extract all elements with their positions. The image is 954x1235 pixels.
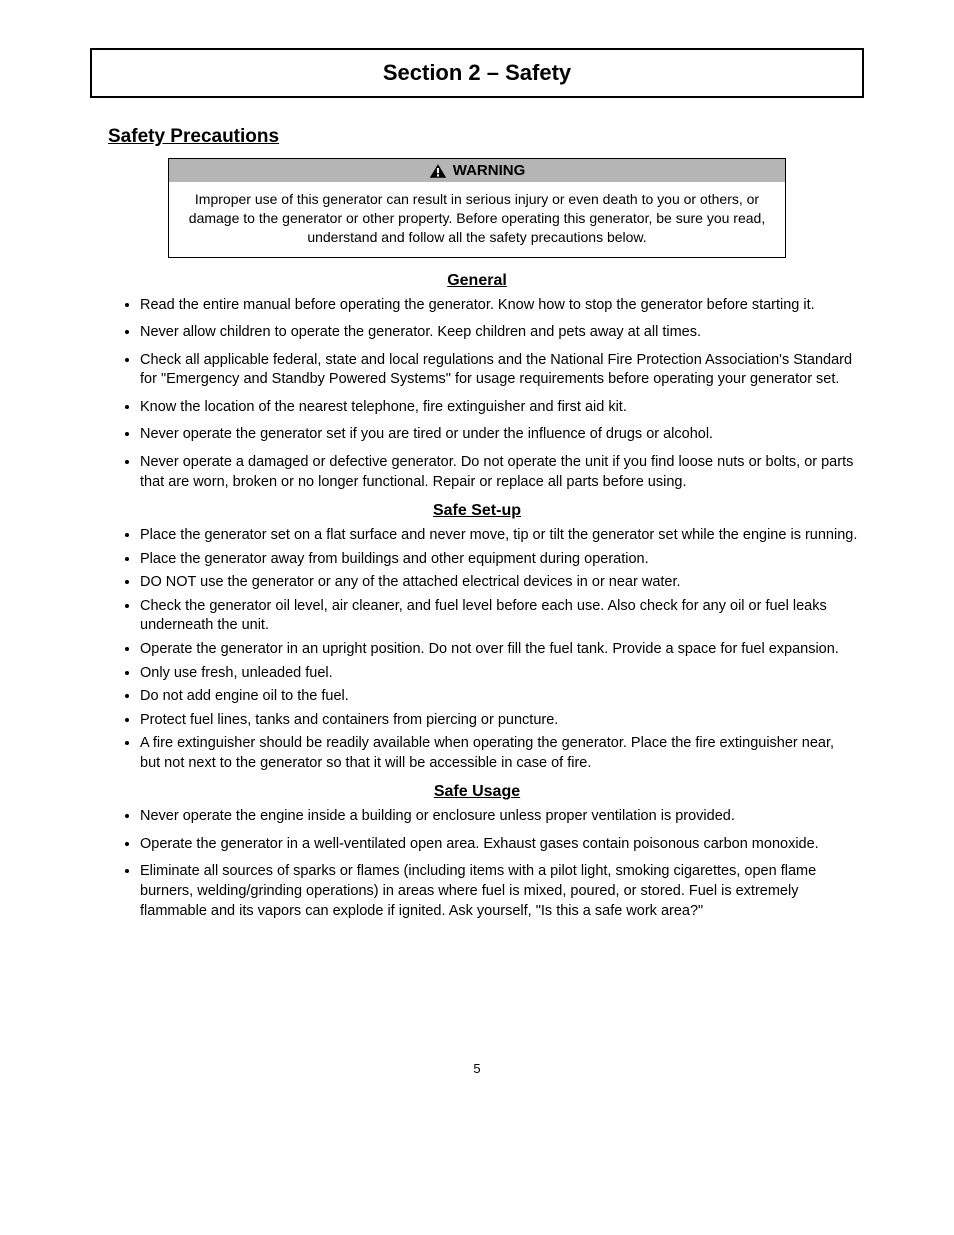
subsection-heading-general: General <box>90 272 864 290</box>
warning-label: WARNING <box>453 162 526 179</box>
document-title: Section 2 – Safety <box>108 60 846 86</box>
list-item: Check all applicable federal, state and … <box>140 351 864 390</box>
list-item: Never operate the generator set if you a… <box>140 425 864 445</box>
subsection-heading-setup: Safe Set-up <box>90 502 864 520</box>
list-setup: Place the generator set on a flat surfac… <box>90 526 864 773</box>
list-item: Operate the generator in a well-ventilat… <box>140 835 864 855</box>
list-item: Only use fresh, unleaded fuel. <box>140 664 864 684</box>
list-item: Place the generator away from buildings … <box>140 550 864 570</box>
list-general: Read the entire manual before operating … <box>90 296 864 493</box>
list-item: Place the generator set on a flat surfac… <box>140 526 864 546</box>
list-usage: Never operate the engine inside a buildi… <box>90 807 864 921</box>
document-page: Section 2 – Safety Safety Precautions WA… <box>0 0 954 1136</box>
list-item: Do not add engine oil to the fuel. <box>140 687 864 707</box>
alert-triangle-icon <box>429 163 447 179</box>
list-item: Read the entire manual before operating … <box>140 296 864 316</box>
list-item: Check the generator oil level, air clean… <box>140 597 864 636</box>
warning-header: WARNING <box>169 159 785 182</box>
subsection-heading-usage: Safe Usage <box>90 783 864 801</box>
list-item: Operate the generator in an upright posi… <box>140 640 864 660</box>
list-item: Eliminate all sources of sparks or flame… <box>140 862 864 921</box>
warning-body: Improper use of this generator can resul… <box>169 182 785 257</box>
list-item: Never allow children to operate the gene… <box>140 323 864 343</box>
list-item: Never operate a damaged or defective gen… <box>140 453 864 492</box>
list-item: Protect fuel lines, tanks and containers… <box>140 711 864 731</box>
title-box: Section 2 – Safety <box>90 48 864 98</box>
list-item: Know the location of the nearest telepho… <box>140 398 864 418</box>
section-heading: Safety Precautions <box>108 126 864 148</box>
list-item: DO NOT use the generator or any of the a… <box>140 573 864 593</box>
list-item: Never operate the engine inside a buildi… <box>140 807 864 827</box>
warning-box: WARNING Improper use of this generator c… <box>168 158 786 258</box>
page-number: 5 <box>90 1061 864 1076</box>
list-item: A fire extinguisher should be readily av… <box>140 734 864 773</box>
